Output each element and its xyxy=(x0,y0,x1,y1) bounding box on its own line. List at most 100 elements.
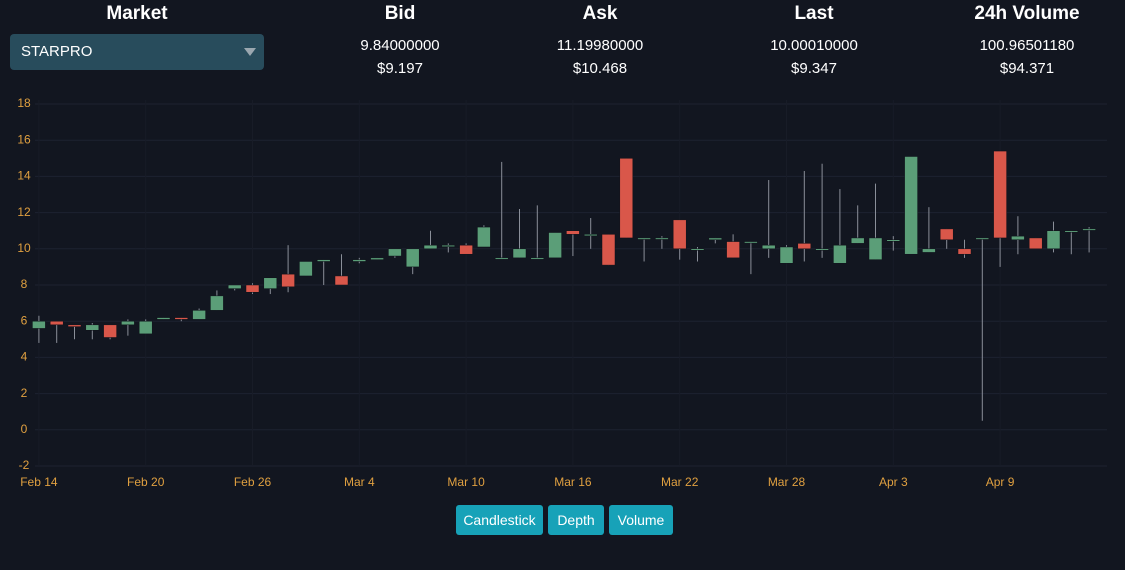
candle-body xyxy=(263,277,278,289)
candle-body xyxy=(637,237,651,240)
candle-body xyxy=(494,257,509,260)
candle-body xyxy=(922,248,936,253)
candle-body xyxy=(833,244,847,264)
candle-body xyxy=(121,320,135,326)
candle-body xyxy=(67,324,82,327)
y-tick-label: 12 xyxy=(17,205,31,219)
candle-body xyxy=(441,244,456,247)
candle-body xyxy=(868,237,883,260)
stat-column: Ask 11.19980000 $10.468 xyxy=(500,0,700,77)
candle-body xyxy=(583,234,598,237)
y-tick-label: 4 xyxy=(21,350,28,364)
stat-column: Bid 9.84000000 $9.197 xyxy=(300,0,500,77)
x-tick-label: Feb 26 xyxy=(234,475,272,489)
candle-body xyxy=(672,219,687,250)
candlestick-button[interactable]: Candlestick xyxy=(456,505,543,535)
candle-body xyxy=(316,259,331,262)
candle-body xyxy=(210,295,224,311)
candle-body xyxy=(726,241,740,259)
candle-body xyxy=(370,257,384,260)
candle-body xyxy=(779,246,794,264)
x-tick-label: Feb 20 xyxy=(127,475,165,489)
stat-column: 24h Volume 100.96501180 $94.371 xyxy=(927,0,1125,77)
candle-body xyxy=(708,237,723,241)
candle-body xyxy=(512,248,527,259)
y-tick-label: 0 xyxy=(21,422,28,436)
y-tick-label: 10 xyxy=(17,241,31,255)
x-tick-label: Mar 16 xyxy=(554,475,592,489)
candle-body xyxy=(227,284,242,289)
candle-body xyxy=(975,237,990,240)
stat-label: 24h Volume xyxy=(974,3,1080,24)
candle-body xyxy=(1046,230,1061,250)
y-tick-label: 2 xyxy=(21,386,28,400)
candle-body xyxy=(904,156,918,255)
candle-body xyxy=(245,284,260,293)
stat-value: 10.00010000 xyxy=(770,37,858,54)
market-select[interactable]: STARPRO xyxy=(10,34,264,70)
candle-body xyxy=(423,244,438,250)
candle-body xyxy=(352,259,367,262)
candle-body xyxy=(690,248,705,251)
stat-value: 100.96501180 xyxy=(979,37,1075,54)
y-tick-label: 8 xyxy=(21,277,28,291)
x-tick-label: Feb 14 xyxy=(20,475,58,489)
candle-body xyxy=(299,261,313,277)
x-tick-label: Mar 10 xyxy=(447,475,485,489)
candle-body xyxy=(886,239,901,242)
stat-label: Bid xyxy=(384,3,416,24)
candle-body xyxy=(939,228,954,240)
candle-body xyxy=(156,317,171,320)
x-tick-label: Apr 9 xyxy=(986,475,1015,489)
market-column: Market xyxy=(37,0,237,28)
stat-value: 11.19980000 xyxy=(556,37,644,54)
candle-body xyxy=(797,243,812,250)
candle-body xyxy=(1082,228,1096,231)
candle-body xyxy=(32,320,46,329)
candle-body xyxy=(850,237,865,244)
stat-usd: $10.468 xyxy=(572,60,628,77)
depth-button[interactable]: Depth xyxy=(548,505,604,535)
candle-body xyxy=(477,226,491,248)
candle-body xyxy=(1064,230,1079,233)
candle-body xyxy=(530,257,545,260)
candle-body xyxy=(459,244,473,255)
x-tick-label: Mar 28 xyxy=(768,475,806,489)
stat-usd: $9.347 xyxy=(791,60,837,77)
candle-body xyxy=(566,230,580,235)
candle-body xyxy=(993,150,1007,239)
candle-body xyxy=(744,241,758,244)
volume-button[interactable]: Volume xyxy=(609,505,673,535)
stat-column: Last 10.00010000 $9.347 xyxy=(714,0,914,77)
candle-body xyxy=(1028,237,1043,250)
candle-body xyxy=(405,248,420,268)
x-tick-label: Apr 3 xyxy=(879,475,908,489)
candle-body xyxy=(619,158,634,239)
candle-body xyxy=(815,248,829,251)
candle-body xyxy=(957,248,972,255)
candle-body xyxy=(174,317,189,320)
y-tick-label: 18 xyxy=(17,96,31,110)
stat-usd: $94.371 xyxy=(999,60,1055,77)
candle-body xyxy=(1011,235,1025,241)
x-tick-label: Mar 22 xyxy=(661,475,699,489)
candle-body xyxy=(601,234,616,266)
candle-body xyxy=(281,273,295,288)
candle-body xyxy=(655,237,669,240)
y-tick-label: 14 xyxy=(17,169,31,183)
candle-body xyxy=(388,248,402,257)
market-label: Market xyxy=(106,3,168,24)
y-tick-label: 16 xyxy=(17,132,31,146)
x-tick-label: Mar 4 xyxy=(344,475,375,489)
candle-body xyxy=(548,232,562,259)
stat-value: 9.84000000 xyxy=(360,37,440,54)
candle-body xyxy=(138,320,153,335)
stat-label: Ask xyxy=(582,3,618,24)
candle-body xyxy=(85,324,100,331)
chart: -2 0 2 4 6 8 10 12 14 16 18 Feb 14 Feb 20 Feb 26 Mar 4… xyxy=(17,96,1107,489)
candle-body xyxy=(192,310,206,320)
candle-body xyxy=(103,324,117,338)
candle-body xyxy=(761,244,776,250)
y-tick-label: 6 xyxy=(21,313,28,327)
